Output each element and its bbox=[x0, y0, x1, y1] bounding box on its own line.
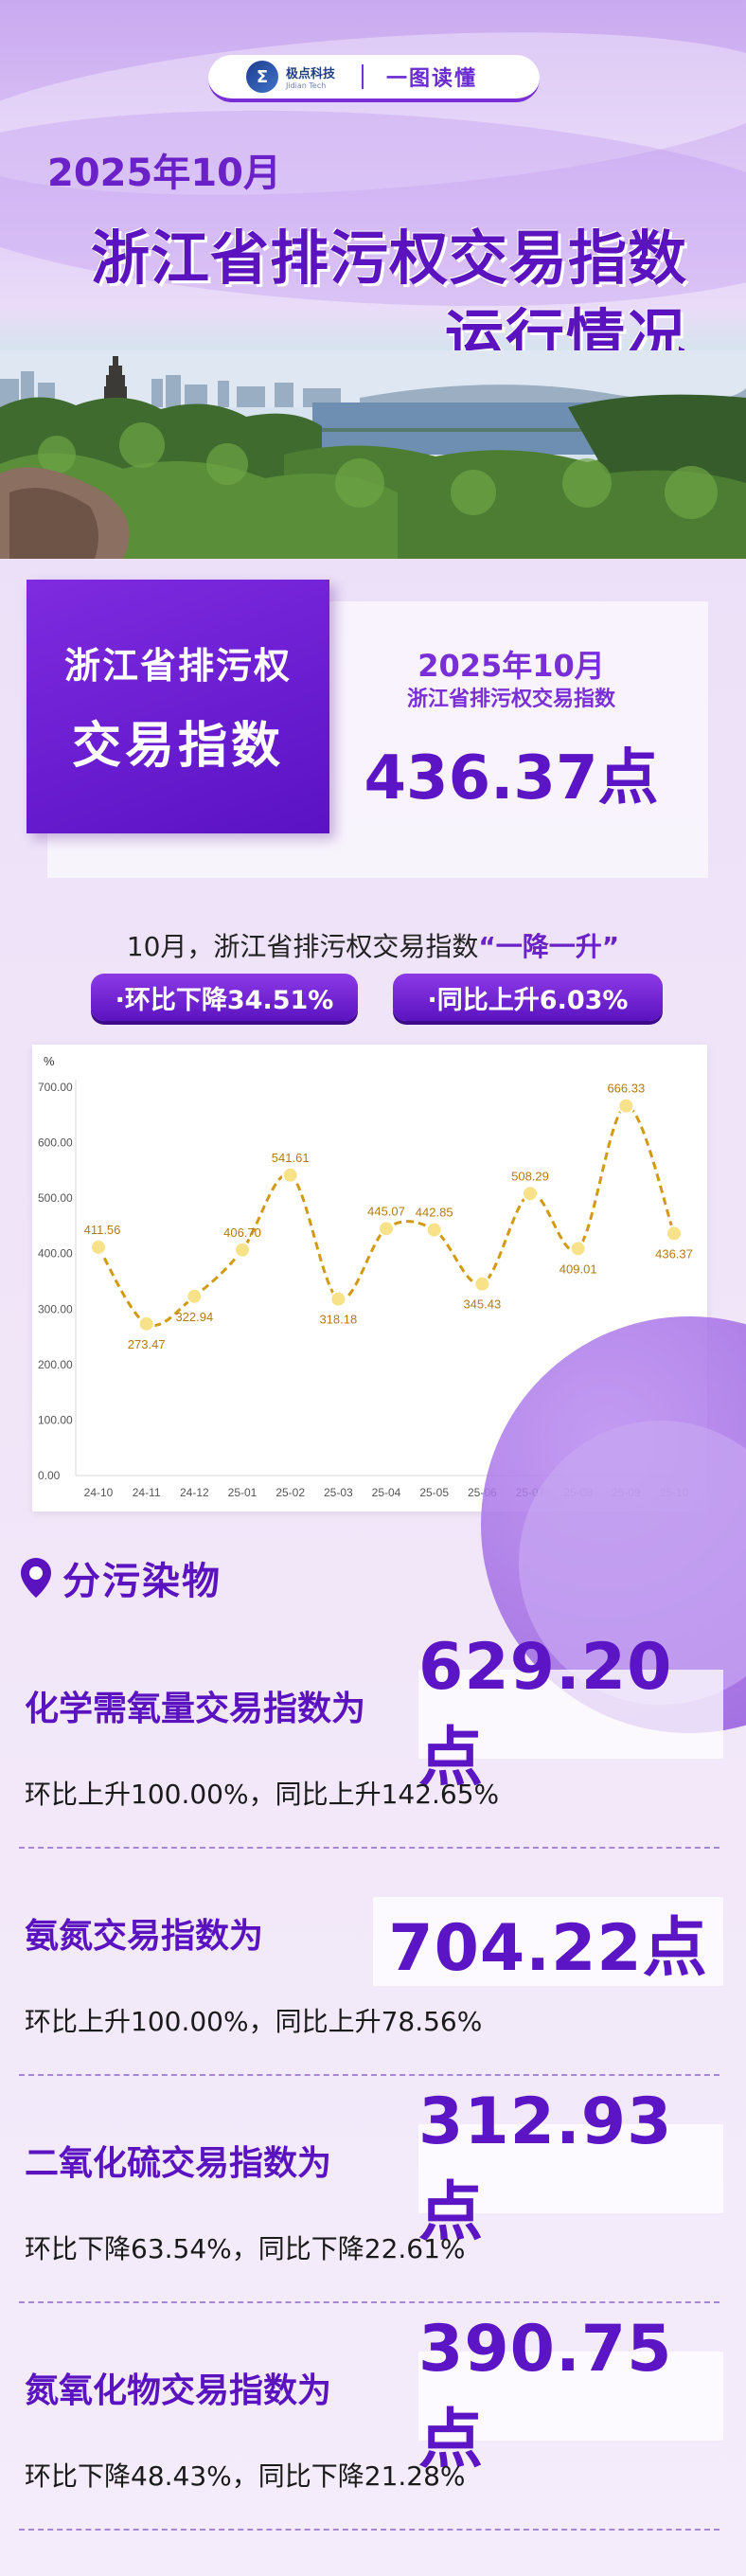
summary-text: 10月，浙江省排污权交易指数 bbox=[126, 931, 479, 962]
data-label: 508.29 bbox=[511, 1169, 549, 1183]
y-tick-label: 300.00 bbox=[38, 1302, 73, 1315]
pollutant-value: 390.75点 bbox=[418, 2312, 673, 2478]
summary-line: 10月，浙江省排污权交易指数“一降一升” bbox=[0, 926, 746, 964]
index-label-line1: 浙江省排污权 bbox=[63, 645, 292, 687]
index-date: 2025年10月 bbox=[417, 648, 605, 684]
x-tick-label: 24-12 bbox=[180, 1486, 209, 1499]
pollutant-name: 氨氮交易指数为 bbox=[25, 1917, 264, 1956]
decor-blob bbox=[519, 1421, 746, 1705]
data-point bbox=[666, 1225, 683, 1243]
data-point bbox=[234, 1241, 251, 1259]
brand-bar: Σ 极点科技 Jidian Tech 一图读懂 bbox=[208, 55, 540, 102]
brand-name: 极点科技 Jidian Tech bbox=[286, 63, 335, 90]
x-tick-label: 24-10 bbox=[84, 1486, 114, 1499]
index-value: 436.37点 bbox=[364, 743, 659, 814]
header-date: 2025年10月 bbox=[47, 152, 281, 195]
y-tick-label: 0.00 bbox=[38, 1469, 61, 1482]
pollutant-name: 化学需氧量交易指数为 bbox=[25, 1690, 366, 1728]
y-tick-label: 700.00 bbox=[38, 1081, 73, 1094]
data-point bbox=[522, 1185, 539, 1203]
x-tick-label: 25-03 bbox=[324, 1486, 353, 1499]
summary-quote: “一降一升” bbox=[478, 931, 620, 962]
data-label: 406.70 bbox=[223, 1225, 261, 1240]
data-point bbox=[137, 1315, 155, 1333]
west-lake-landscape-image bbox=[0, 350, 746, 559]
y-tick-label: 200.00 bbox=[38, 1358, 73, 1371]
dashed-divider bbox=[19, 2301, 719, 2303]
y-tick-label: 100.00 bbox=[38, 1413, 73, 1426]
section-title: 分污染物 bbox=[62, 1560, 222, 1603]
data-label: 666.33 bbox=[607, 1082, 645, 1096]
brand-slogan: 一图读懂 bbox=[386, 67, 478, 91]
pollutant-value-box: 629.20点 bbox=[418, 1630, 723, 1796]
data-label: 273.47 bbox=[128, 1337, 166, 1351]
hero-header: Σ 极点科技 Jidian Tech 一图读懂 2025年10月 浙江省排污权交… bbox=[0, 0, 746, 559]
pollutant-value: 312.93点 bbox=[418, 2084, 673, 2250]
data-point bbox=[90, 1238, 107, 1256]
y-tick-label: 400.00 bbox=[38, 1247, 73, 1261]
pollutant-name: 氮氧化物交易指数为 bbox=[25, 2371, 332, 2410]
data-label: 411.56 bbox=[84, 1223, 121, 1237]
x-tick-label: 25-01 bbox=[228, 1486, 258, 1499]
x-tick-label: 25-04 bbox=[372, 1486, 401, 1499]
data-label: 322.94 bbox=[175, 1310, 213, 1324]
data-point bbox=[569, 1240, 587, 1258]
data-label: 442.85 bbox=[416, 1206, 453, 1220]
mom-change-badge: ·环比下降34.51% bbox=[91, 974, 358, 1021]
pollutant-change-text: 环比上升100.00%，同比上升78.56% bbox=[25, 2006, 483, 2037]
y-tick-label: 500.00 bbox=[38, 1191, 73, 1205]
data-label: 445.07 bbox=[367, 1204, 405, 1218]
dashed-divider bbox=[19, 2074, 719, 2076]
data-label: 541.61 bbox=[272, 1151, 310, 1165]
pollutant-value-box: 390.75点 bbox=[418, 2312, 723, 2478]
x-tick-label: 25-02 bbox=[275, 1486, 305, 1499]
data-label: 345.43 bbox=[463, 1297, 501, 1312]
series-line bbox=[97, 1104, 676, 1328]
x-tick-label: 25-05 bbox=[419, 1486, 449, 1499]
pollutant-value: 629.20点 bbox=[418, 1630, 673, 1796]
data-point bbox=[425, 1221, 443, 1239]
data-point bbox=[329, 1290, 347, 1308]
index-label-block: 浙江省排污权 交易指数 bbox=[27, 580, 329, 833]
data-point bbox=[617, 1097, 635, 1115]
index-label-line2: 交易指数 bbox=[71, 718, 284, 775]
data-label: 409.01 bbox=[560, 1261, 597, 1276]
index-subtitle: 浙江省排污权交易指数 bbox=[406, 688, 615, 711]
data-point bbox=[186, 1287, 204, 1305]
pollutant-change-text: 环比下降48.43%，同比下降21.28% bbox=[25, 2460, 466, 2492]
pollutant-name: 二氧化硫交易指数为 bbox=[25, 2144, 332, 2183]
brand-name-cn: 极点科技 bbox=[286, 67, 336, 81]
brand-name-en: Jidian Tech bbox=[286, 81, 327, 90]
dashed-divider bbox=[19, 1847, 719, 1849]
brand-divider bbox=[362, 64, 364, 89]
brand-logo-icon: Σ bbox=[246, 61, 278, 93]
pollutant-value-box: 312.93点 bbox=[418, 2084, 723, 2250]
pollutant-value-box: 704.22点 bbox=[373, 1897, 723, 1986]
data-point bbox=[378, 1220, 395, 1238]
header-title-line1: 浙江省排污权交易指数 bbox=[90, 224, 687, 293]
pollutant-change-text: 环比下降63.54%，同比下降22.61% bbox=[25, 2233, 466, 2264]
pollutant-change-text: 环比上升100.00%，同比上升142.65% bbox=[25, 1779, 500, 1810]
dashed-divider bbox=[19, 2529, 719, 2531]
data-point bbox=[473, 1275, 491, 1293]
y-tick-label: 600.00 bbox=[38, 1136, 73, 1150]
pollutant-value: 704.22点 bbox=[388, 1910, 708, 1986]
data-point bbox=[281, 1166, 299, 1184]
x-tick-label: 24-11 bbox=[133, 1486, 161, 1499]
location-pin-icon bbox=[21, 1558, 51, 1598]
y-axis-label: % bbox=[44, 1054, 55, 1068]
yoy-change-badge: ·同比上升6.03% bbox=[393, 974, 663, 1021]
data-label: 436.37 bbox=[655, 1246, 693, 1261]
data-label: 318.18 bbox=[319, 1313, 357, 1327]
section-header: 分污染物 bbox=[21, 1550, 222, 1605]
